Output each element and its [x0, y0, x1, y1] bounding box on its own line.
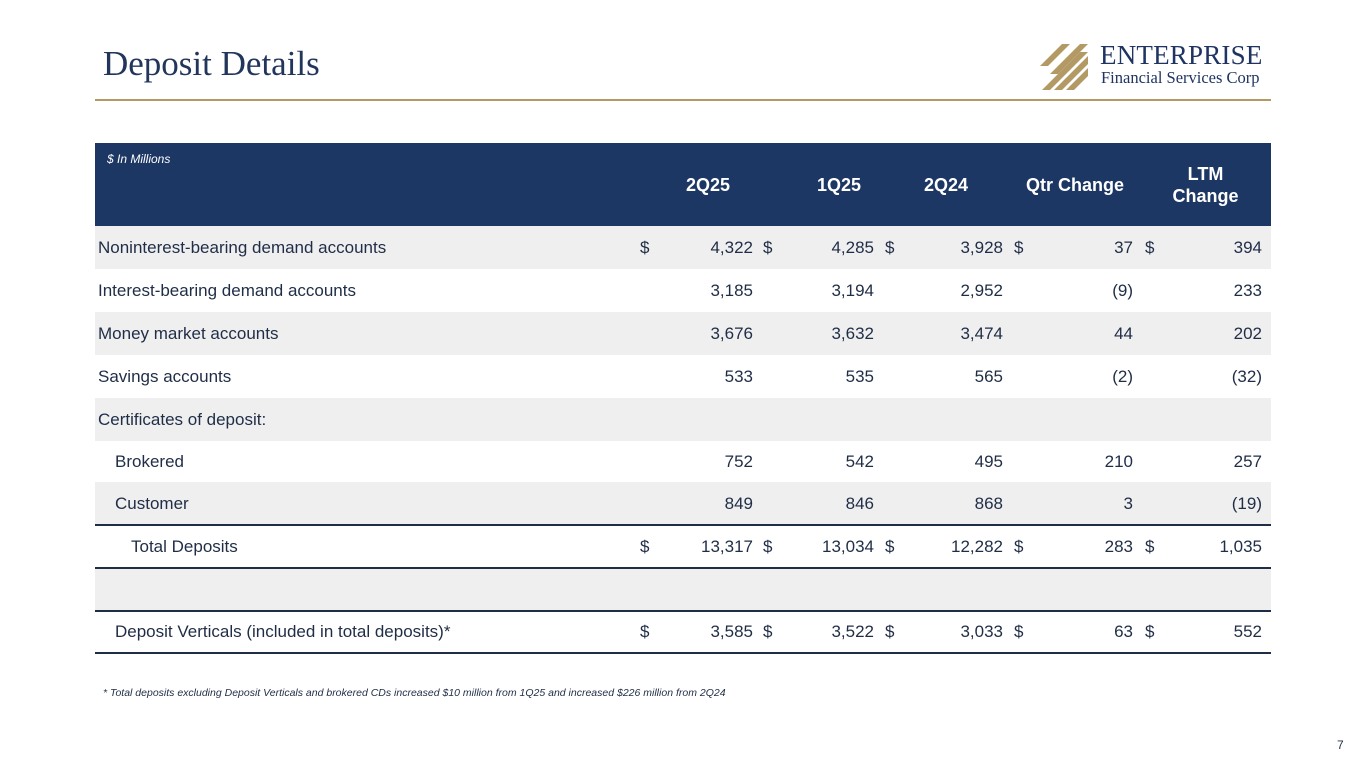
table-row: Savings accounts 533 535 565 (2) (32): [95, 355, 1271, 398]
cell-c3: 3,033: [960, 622, 1003, 641]
table-row: Interest-bearing demand accounts 3,185 3,1…: [95, 269, 1271, 312]
cell-c4: 210: [1104, 452, 1133, 471]
currency-symbol: $: [885, 238, 895, 257]
cell-c1: 3,676: [710, 324, 753, 343]
cell-c3: 565: [974, 367, 1003, 386]
cell-c3: 2,952: [960, 281, 1003, 300]
cell-c1: 849: [724, 494, 753, 513]
logo-stripes-icon: [1040, 44, 1088, 90]
row-label: Brokered: [115, 452, 184, 471]
cell-c1: 13,317: [701, 537, 753, 556]
footnote: * Total deposits excluding Deposit Verti…: [103, 687, 726, 699]
table-row: Brokered 752 542 495 210 257: [95, 440, 1271, 483]
currency-symbol: $: [763, 537, 773, 556]
cell-c5: 552: [1233, 622, 1262, 641]
row-label: Certificates of deposit:: [98, 410, 267, 429]
currency-symbol: $: [1014, 537, 1024, 556]
table-row: Money market accounts 3,676 3,632 3,474 44 20…: [95, 312, 1271, 355]
cell-c2: 13,034: [822, 537, 874, 556]
table-rule: [95, 610, 1271, 612]
cell-c2: 846: [845, 494, 874, 513]
title-divider: [95, 99, 1271, 101]
page-title: Deposit Details: [103, 44, 320, 83]
header-qtr-change: Qtr Change: [1025, 175, 1124, 195]
row-label: Customer: [115, 494, 189, 513]
currency-symbol: $: [885, 622, 895, 641]
currency-symbol: $: [640, 238, 650, 257]
currency-symbol: $: [640, 537, 650, 556]
cell-c2: 4,285: [831, 238, 874, 257]
row-label: Deposit Verticals (included in total dep…: [115, 622, 451, 641]
header-2q25: 2Q25: [685, 175, 731, 195]
currency-symbol: $: [1145, 537, 1155, 556]
cell-c4: (9): [1112, 281, 1133, 300]
table-rule: [95, 652, 1271, 654]
table-row: Noninterest-bearing demand accounts $4,32…: [95, 226, 1271, 269]
header-ltm-change: LTM Change: [1172, 164, 1239, 206]
row-label: Savings accounts: [98, 367, 232, 386]
cell-c1: 4,322: [710, 238, 753, 257]
currency-symbol: $: [1145, 238, 1155, 257]
logo-subtitle: Financial Services Corp: [1101, 68, 1260, 87]
unit-note: $ In Millions: [107, 152, 171, 166]
row-label: Noninterest-bearing demand accounts: [98, 238, 387, 257]
logo-name: ENTERPRISE: [1100, 40, 1263, 70]
cell-c2: 3,522: [831, 622, 874, 641]
cell-c3: 495: [974, 452, 1003, 471]
cell-c4: 3: [1123, 494, 1133, 513]
currency-symbol: $: [763, 238, 773, 257]
currency-symbol: $: [1145, 622, 1155, 641]
cell-c3: 3,928: [960, 238, 1003, 257]
cell-c5: 1,035: [1219, 537, 1262, 556]
currency-symbol: $: [1014, 622, 1024, 641]
cell-c3: 868: [974, 494, 1003, 513]
cell-c1: 752: [724, 452, 753, 471]
cell-c4: 44: [1114, 324, 1133, 343]
currency-symbol: $: [1014, 238, 1024, 257]
cell-c1: 3,185: [710, 281, 753, 300]
cell-c5: 233: [1233, 281, 1262, 300]
table-row: Total Deposits $13,317 $13,034 $12,282 $283 $…: [95, 525, 1271, 568]
header-1q25: 1Q25: [816, 175, 862, 195]
cell-c4: 37: [1114, 238, 1133, 257]
row-label: Total Deposits: [131, 537, 238, 556]
cell-c4: (2): [1112, 367, 1133, 386]
table-row: [95, 568, 1271, 611]
row-label: Money market accounts: [98, 324, 279, 343]
cell-c5: 257: [1233, 452, 1262, 471]
cell-c1: 3,585: [710, 622, 753, 641]
cell-c5: 394: [1233, 238, 1262, 257]
row-label: Interest-bearing demand accounts: [98, 281, 356, 300]
cell-c2: 3,632: [831, 324, 874, 343]
cell-c5: (32): [1231, 367, 1262, 386]
company-logo: ENTERPRISE Financial Services Corp: [1040, 40, 1280, 92]
currency-symbol: $: [640, 622, 650, 641]
cell-c5: 202: [1233, 324, 1262, 343]
cell-c5: (19): [1231, 494, 1262, 513]
header-2q24: 2Q24: [923, 175, 969, 195]
cell-c3: 3,474: [960, 324, 1003, 343]
table-row: Certificates of deposit:: [95, 398, 1271, 441]
currency-symbol: $: [763, 622, 773, 641]
page-number: 7: [1337, 738, 1344, 752]
cell-c3: 12,282: [951, 537, 1003, 556]
cell-c4: 283: [1104, 537, 1133, 556]
cell-c4: 63: [1114, 622, 1133, 641]
cell-c2: 535: [845, 367, 874, 386]
cell-c2: 542: [845, 452, 874, 471]
cell-c1: 533: [724, 367, 753, 386]
cell-c2: 3,194: [831, 281, 874, 300]
table-header: $ In Millions 2Q25 1Q25 2Q24 Qtr Change …: [95, 143, 1271, 226]
table-rule: [95, 524, 1271, 526]
table-row: Customer 849 846 868 3 (19): [95, 482, 1271, 525]
table-row: Deposit Verticals (included in total dep…: [95, 610, 1271, 653]
currency-symbol: $: [885, 537, 895, 556]
table-rule: [95, 567, 1271, 569]
